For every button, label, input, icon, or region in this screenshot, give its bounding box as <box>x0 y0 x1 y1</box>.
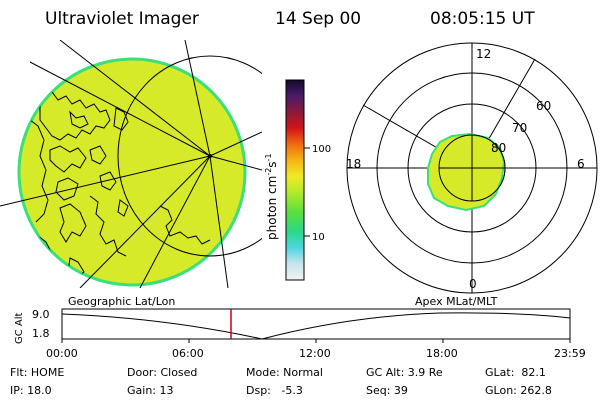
lat-label-60: 60 <box>536 99 551 113</box>
time-tick-0000: 00:00 <box>46 347 78 360</box>
status-mode: Mode: Normal <box>246 366 323 379</box>
polar-plot: 12 18 6 0 60 70 80 <box>346 42 598 294</box>
status-ip: IP: 18.0 <box>10 384 52 397</box>
timeline-y-tick-max: 9.0 <box>32 308 50 321</box>
status-glat: GLat: 82.1 <box>485 366 546 379</box>
lat-lon-grid <box>0 40 262 288</box>
timeline-left-title: Geographic Lat/Lon <box>68 295 175 308</box>
color-bar: 100 10 photon cm-2s-1 <box>264 79 331 281</box>
color-tick-100: 100 <box>312 144 331 155</box>
mlt-label-0: 0 <box>469 277 477 291</box>
status-dsp: Dsp: -5.3 <box>246 384 303 397</box>
lat-label-80: 80 <box>491 141 506 155</box>
status-gc-alt: GC Alt: 3.9 Re <box>366 366 443 379</box>
observation-date: 14 Sep 00 <box>275 9 361 29</box>
timeline-y-label: GC Alt <box>14 312 25 344</box>
pole-marker <box>208 154 212 158</box>
time-tick-2359: 23:59 <box>554 347 586 360</box>
mlt-label-12: 12 <box>476 47 491 61</box>
time-tick-1800: 18:00 <box>426 347 458 360</box>
geographic-image <box>0 40 262 288</box>
status-panel: Flt: HOME Door: Closed Mode: Normal GC A… <box>10 366 552 397</box>
color-unit-label: photon cm-2s-1 <box>264 153 279 240</box>
lat-label-70: 70 <box>512 121 527 135</box>
color-tick-10: 10 <box>312 232 325 243</box>
observation-time: 08:05:15 UT <box>430 9 535 29</box>
time-tick-0600: 06:00 <box>172 347 204 360</box>
timeline-y-tick-min: 1.8 <box>32 327 50 340</box>
timeline-right-title: Apex MLat/MLT <box>415 295 498 308</box>
status-glon: GLon: 262.8 <box>485 384 552 397</box>
mlt-label-6: 6 <box>577 157 585 171</box>
altitude-timeline: Geographic Lat/Lon Apex MLat/MLT GC Alt … <box>14 295 586 360</box>
color-scale <box>285 79 305 281</box>
status-gain: Gain: 13 <box>127 384 174 397</box>
altitude-curve <box>61 312 571 340</box>
status-door: Door: Closed <box>127 366 197 379</box>
emission-disk <box>17 57 247 287</box>
status-flight: Flt: HOME <box>10 366 64 379</box>
time-tick-1200: 12:00 <box>299 347 331 360</box>
mlt-label-18: 18 <box>346 157 361 171</box>
status-seq: Seq: 39 <box>366 384 408 397</box>
instrument-title: Ultraviolet Imager <box>45 9 199 29</box>
